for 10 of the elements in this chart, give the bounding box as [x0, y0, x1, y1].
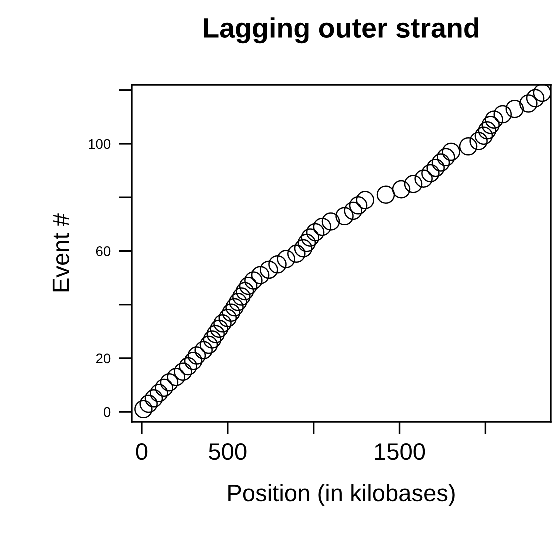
x-tick-label: 0 [136, 443, 148, 460]
chart-title: Lagging outer strand [204, 18, 479, 44]
y-tick-label: 60 [96, 246, 111, 256]
y-tick-label: 0 [104, 407, 111, 418]
x-tick-label: 1500 [375, 443, 426, 460]
y-axis-title: Event # [52, 214, 70, 292]
x-axis-title: Position (in kilobases) [228, 484, 455, 506]
y-tick-label: 20 [96, 354, 111, 364]
x-tick-label: 500 [209, 443, 247, 460]
y-tick-label: 100 [89, 139, 111, 150]
